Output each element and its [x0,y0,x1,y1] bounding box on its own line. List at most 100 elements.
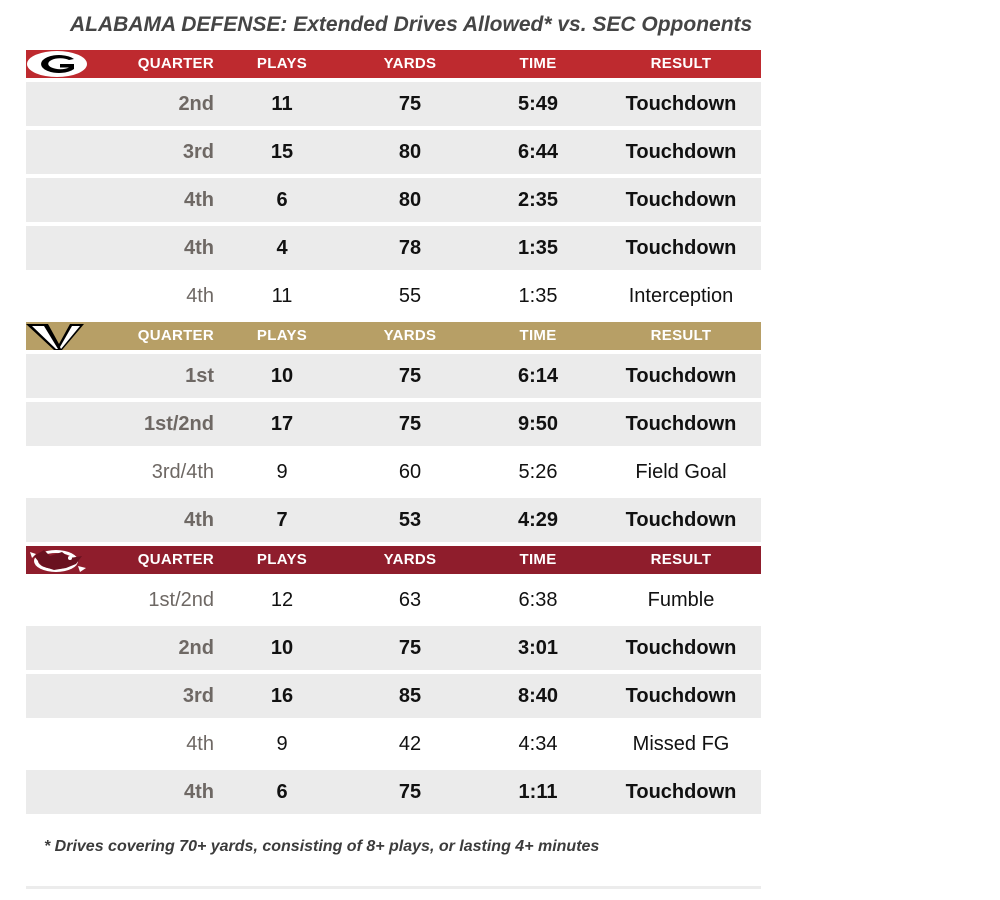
cell-quarter: 2nd [178,93,214,115]
table-row: 4th 11 55 1:35 Interception [26,274,761,318]
cell-time: 1:35 [517,237,559,259]
cell-plays: 4 [276,237,288,259]
cell-plays: 15 [270,141,294,163]
cell-result: Touchdown [625,509,737,531]
cell-plays: 7 [276,509,288,531]
cell-yards: 60 [398,461,422,483]
cell-plays: 6 [276,189,288,211]
header-yards: YARDS [383,55,437,72]
table-row: 1st 10 75 6:14 Touchdown [26,354,761,398]
cell-time: 3:01 [517,637,559,659]
cell-yards: 42 [398,733,422,755]
table-row: 1st/2nd 17 75 9:50 Touchdown [26,402,761,446]
cell-result: Touchdown [625,93,737,115]
cell-plays: 11 [271,93,293,115]
cell-plays: 17 [270,413,294,435]
cell-plays: 16 [270,685,294,707]
table-row: 4th 7 53 4:29 Touchdown [26,498,761,542]
header-yards: YARDS [383,551,437,568]
cell-plays: 6 [276,781,288,803]
header-quarter: QUARTER [137,551,214,568]
table-row: 3rd 15 80 6:44 Touchdown [26,130,761,174]
header-result: RESULT [650,551,712,568]
cell-quarter: 3rd/4th [151,461,214,483]
cell-time: 2:35 [517,189,559,211]
header-time: TIME [519,55,557,72]
cell-time: 4:34 [518,733,558,755]
cell-yards: 85 [398,685,422,707]
cell-plays: 10 [270,365,294,387]
table-row: 4th 6 75 1:11 Touchdown [26,770,761,814]
cell-plays: 11 [271,285,293,307]
cell-quarter: 1st/2nd [148,589,214,611]
cell-yards: 80 [398,141,422,163]
header-plays: PLAYS [256,551,308,568]
table-row: 1st/2nd 12 63 6:38 Fumble [26,578,761,622]
cell-quarter: 4th [186,285,214,307]
cell-plays: 9 [276,733,288,755]
cell-yards: 78 [398,237,422,259]
cell-quarter: 1st/2nd [143,413,214,435]
header-yards: YARDS [383,327,437,344]
table-row: 4th 9 42 4:34 Missed FG [26,722,761,766]
cell-time: 9:50 [517,413,559,435]
cell-quarter: 4th [184,781,214,803]
cell-time: 5:49 [517,93,559,115]
cell-time: 6:38 [518,589,558,611]
header-result: RESULT [650,327,712,344]
cell-quarter: 3rd [182,685,214,707]
header-quarter: QUARTER [137,327,214,344]
cell-yards: 75 [398,781,422,803]
cell-plays: 10 [270,637,294,659]
vanderbilt-v-logo-icon [26,322,90,350]
cell-yards: 75 [398,365,422,387]
cell-result: Interception [628,285,734,307]
drives-table: QUARTER PLAYS YARDS TIME RESULT 2nd 11 7… [26,50,761,814]
header-plays: PLAYS [256,55,308,72]
cell-yards: 75 [398,637,422,659]
cell-time: 1:11 [518,781,558,803]
table-row: 4th 4 78 1:35 Touchdown [26,226,761,270]
cell-quarter: 4th [184,509,214,531]
cell-result: Touchdown [625,237,737,259]
section-header-georgia: QUARTER PLAYS YARDS TIME RESULT [26,50,761,78]
georgia-g-logo-icon [26,50,90,78]
cell-yards: 75 [398,93,422,115]
header-time: TIME [519,327,557,344]
header-result: RESULT [650,55,712,72]
cell-time: 5:26 [518,461,558,483]
table-row: 3rd 16 85 8:40 Touchdown [26,674,761,718]
footnote: * Drives covering 70+ yards, consisting … [44,838,600,855]
section-header-vanderbilt: QUARTER PLAYS YARDS TIME RESULT [26,322,761,350]
cell-result: Touchdown [625,781,737,803]
header-time: TIME [519,551,557,568]
cell-quarter: 4th [186,733,214,755]
cell-quarter: 1st [185,365,214,387]
cell-quarter: 4th [184,189,214,211]
cell-time: 8:40 [517,685,559,707]
cell-time: 4:29 [517,509,559,531]
cell-yards: 75 [398,413,422,435]
cell-yards: 53 [398,509,422,531]
cell-result: Touchdown [625,365,737,387]
page-title: ALABAMA DEFENSE: Extended Drives Allowed… [70,13,753,36]
cell-quarter: 2nd [178,637,214,659]
cell-quarter: 3rd [182,141,214,163]
table-row: 4th 6 80 2:35 Touchdown [26,178,761,222]
cell-yards: 80 [398,189,422,211]
cell-result: Touchdown [625,141,737,163]
cell-result: Touchdown [625,685,737,707]
cell-quarter: 4th [184,237,214,259]
table-row: 2nd 10 75 3:01 Touchdown [26,626,761,670]
cell-plays: 12 [270,589,294,611]
cell-result: Missed FG [632,733,730,755]
cell-time: 6:14 [517,365,559,387]
cell-yards: 55 [398,285,422,307]
cell-result: Touchdown [625,413,737,435]
table-row: 2nd 11 75 5:49 Touchdown [26,82,761,126]
cell-result: Touchdown [625,189,737,211]
bottom-divider [26,886,761,889]
cell-time: 6:44 [517,141,559,163]
table-row: 3rd/4th 9 60 5:26 Field Goal [26,450,761,494]
cell-result: Field Goal [635,461,727,483]
